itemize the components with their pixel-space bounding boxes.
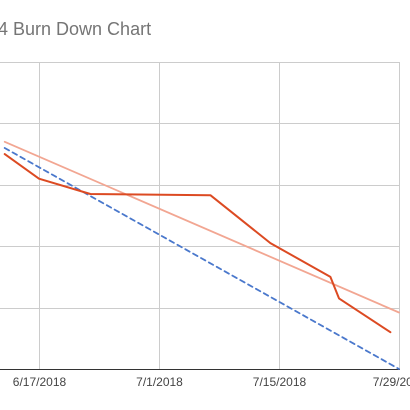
actual-series-line <box>3 153 392 334</box>
trend-series-line <box>3 140 400 314</box>
x-tick-label: 6/17/2018 <box>13 375 67 389</box>
x-tick-label: 7/1/2018 <box>136 375 183 389</box>
chart-title: 4 Burn Down Chart <box>0 19 152 39</box>
ideal-series-line <box>3 147 400 370</box>
x-tick-label: 7/15/2018 <box>253 375 307 389</box>
x-tick-label: 7/29/2018 <box>373 375 410 389</box>
